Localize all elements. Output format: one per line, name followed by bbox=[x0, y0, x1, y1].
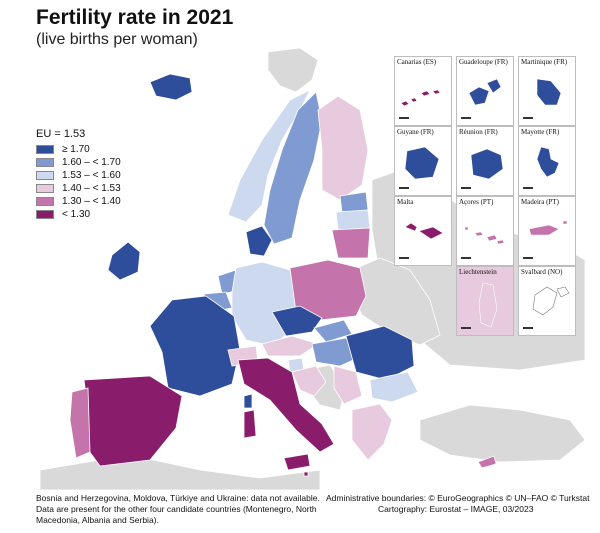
inset-svalbard: Svalbard (NO) bbox=[518, 266, 576, 336]
north-africa-land bbox=[39, 454, 321, 491]
greenland-land bbox=[267, 47, 319, 93]
estonia bbox=[339, 191, 369, 213]
guadeloupe-map-icon bbox=[461, 78, 502, 119]
bulgaria bbox=[369, 371, 419, 403]
martinique-map-icon bbox=[523, 78, 562, 119]
inset-label: Guadeloupe (FR) bbox=[459, 58, 508, 66]
reporting-countries bbox=[69, 73, 497, 477]
legend-swatch bbox=[36, 197, 54, 206]
inset-label: Açores (PT) bbox=[459, 198, 494, 206]
corsica bbox=[243, 393, 253, 409]
mayotte-map-icon bbox=[523, 146, 560, 189]
ireland bbox=[107, 241, 141, 281]
legend-swatch bbox=[36, 158, 54, 167]
map-title: Fertility rate in 2021 bbox=[36, 6, 234, 29]
inset-canary-islands: Canarias (ES) bbox=[394, 56, 452, 126]
greece bbox=[351, 403, 393, 461]
inset-label: Guyane (FR) bbox=[397, 128, 434, 136]
inset-label: Réunion (FR) bbox=[459, 128, 498, 136]
legend-label: < 1.30 bbox=[62, 209, 91, 220]
legend-title: EU = 1.53 bbox=[36, 128, 86, 140]
legend-item: 1.53 – < 1.60 bbox=[36, 169, 121, 182]
boundaries-credit: Administrative boundaries: © EuroGeograp… bbox=[326, 493, 590, 503]
legend-swatch bbox=[36, 184, 54, 193]
legend-label: 1.60 – < 1.70 bbox=[62, 157, 121, 168]
austria bbox=[261, 335, 319, 357]
inset-azores: Açores (PT) bbox=[456, 196, 514, 266]
canary-islands-map-icon bbox=[399, 89, 441, 119]
czechia bbox=[271, 305, 323, 337]
finland bbox=[317, 95, 369, 201]
inset-guyane: Guyane (FR) bbox=[394, 126, 452, 196]
inset-label: Malta bbox=[397, 198, 414, 206]
legend-item: 1.40 – < 1.53 bbox=[36, 182, 121, 195]
legend-label: 1.40 – < 1.53 bbox=[62, 183, 121, 194]
footnote: Bosnia and Herzegovina, Moldova, Türkiye… bbox=[36, 493, 320, 525]
spain bbox=[83, 375, 183, 467]
credits: Administrative boundaries: © EuroGeograp… bbox=[326, 493, 596, 515]
liechtenstein-map-icon bbox=[461, 282, 498, 329]
legend: EU = 1.53 ≥ 1.70 1.60 – < 1.70 1.53 – < 1.… bbox=[36, 128, 121, 221]
cyprus bbox=[477, 455, 497, 469]
inset-mayotte: Mayotte (FR) bbox=[518, 126, 576, 196]
inset-label: Madeira (PT) bbox=[521, 198, 559, 206]
inset-label: Mayotte (FR) bbox=[521, 128, 560, 136]
iceland bbox=[149, 73, 193, 101]
legend-item: 1.30 – < 1.40 bbox=[36, 195, 121, 208]
france bbox=[149, 295, 241, 397]
serbia bbox=[333, 365, 363, 405]
malta bbox=[303, 471, 309, 477]
portugal bbox=[69, 387, 91, 459]
inset-reunion: Réunion (FR) bbox=[456, 126, 514, 196]
slovakia bbox=[313, 319, 353, 343]
inset-label: Liechtenstein bbox=[459, 268, 497, 276]
legend-label: 1.53 – < 1.60 bbox=[62, 170, 121, 181]
legend-label: ≥ 1.70 bbox=[62, 144, 90, 155]
inset-label: Martinique (FR) bbox=[521, 58, 568, 66]
reunion-map-icon bbox=[461, 148, 504, 189]
inset-martinique: Martinique (FR) bbox=[518, 56, 576, 126]
inset-malta: Malta bbox=[394, 196, 452, 266]
malta-map-icon bbox=[399, 222, 444, 259]
inset-madeira: Madeira (PT) bbox=[518, 196, 576, 266]
turkey-land bbox=[419, 404, 586, 463]
legend-swatch bbox=[36, 145, 54, 154]
legend-item: < 1.30 bbox=[36, 208, 121, 221]
legend-label: 1.30 – < 1.40 bbox=[62, 196, 121, 207]
inset-label: Canarias (ES) bbox=[397, 58, 437, 66]
azores-map-icon bbox=[461, 226, 505, 259]
inset-label: Svalbard (NO) bbox=[521, 268, 563, 276]
italy bbox=[237, 357, 335, 453]
sicily bbox=[283, 453, 311, 471]
guyane-map-icon bbox=[399, 146, 440, 189]
madeira-map-icon bbox=[523, 220, 568, 259]
latvia bbox=[335, 209, 371, 231]
inset-liechtenstein: Liechtenstein bbox=[456, 266, 514, 336]
legend-item: 1.60 – < 1.70 bbox=[36, 156, 121, 169]
legend-swatch bbox=[36, 171, 54, 180]
denmark bbox=[245, 225, 273, 257]
legend-item: ≥ 1.70 bbox=[36, 143, 121, 156]
sardinia bbox=[243, 409, 257, 439]
svalbard-map-icon bbox=[523, 286, 570, 329]
cartography-credit: Cartography: Eurostat – IMAGE, 03/2023 bbox=[378, 504, 534, 514]
lithuania bbox=[331, 227, 371, 259]
croatia bbox=[291, 365, 327, 397]
legend-swatch bbox=[36, 210, 54, 219]
inset-guadeloupe: Guadeloupe (FR) bbox=[456, 56, 514, 126]
map-subtitle: (live births per woman) bbox=[36, 31, 198, 48]
